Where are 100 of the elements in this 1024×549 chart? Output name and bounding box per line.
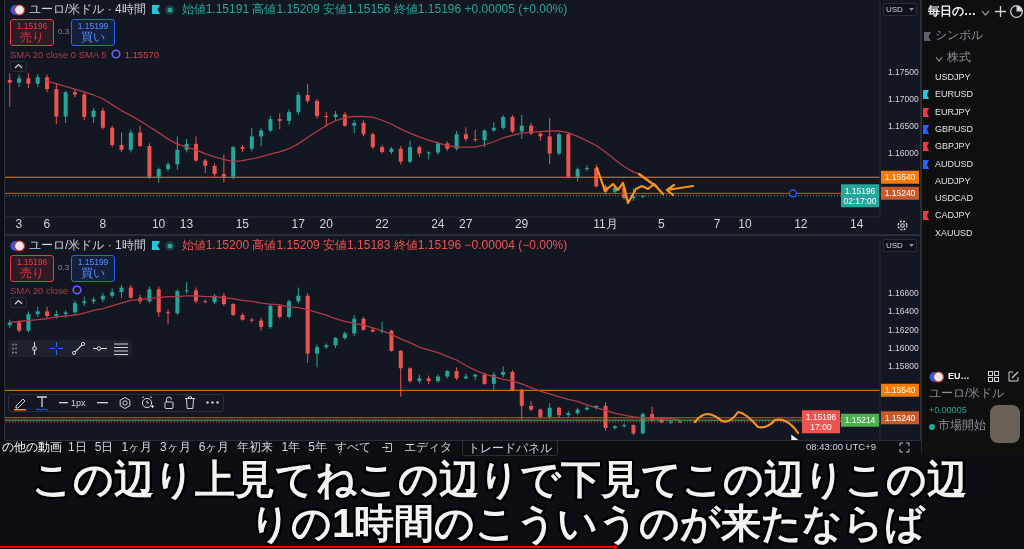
text: トレードパネル bbox=[462, 440, 558, 456]
text: 市場開始 bbox=[938, 418, 986, 433]
chart-subtitle: 始値1.15200 高値1.15209 安値1.15183 終値1.15196 −0.00004 (−0.00%) bbox=[181, 237, 568, 254]
candlestick bbox=[398, 145, 403, 165]
candlestick bbox=[389, 329, 394, 353]
category-label: 1ヶ月 bbox=[121, 440, 153, 455]
candlestick bbox=[259, 127, 264, 147]
category-label: EURUSD bbox=[935, 89, 974, 100]
ref-line-label: 1.15540 bbox=[884, 172, 916, 183]
text: +0.00005 bbox=[929, 405, 967, 416]
text: ユーロ/米ドル bbox=[929, 386, 1005, 401]
candlestick bbox=[166, 309, 171, 325]
candlestick bbox=[454, 130, 459, 151]
y-tick-label: 1.16600 bbox=[888, 288, 919, 299]
candlestick bbox=[529, 400, 534, 412]
candlestick bbox=[584, 164, 589, 172]
chart-title: ユーロ/米ドル · 4時間 bbox=[29, 1, 146, 18]
x-tick-label: 10 bbox=[151, 216, 166, 231]
sell-button: 1.15196 売り bbox=[10, 19, 54, 46]
candlestick bbox=[398, 349, 403, 398]
x-tick-label: 17 bbox=[291, 216, 306, 231]
currency-dropdown: USD bbox=[883, 3, 917, 16]
candlestick bbox=[519, 387, 524, 421]
buy-button: 1.15199 買い bbox=[71, 255, 115, 282]
category-label: AUDUSD bbox=[935, 158, 974, 169]
chart-title: ユーロ/米ドル · 1時間 bbox=[29, 237, 146, 254]
y-tick-label: 1.16200 bbox=[888, 324, 919, 335]
ref-line-label: 1.15214 bbox=[844, 415, 876, 426]
candlestick bbox=[221, 154, 226, 184]
category-label: GBPUSD bbox=[935, 123, 974, 135]
text: 株式 bbox=[947, 50, 971, 65]
candlestick bbox=[314, 98, 319, 120]
annotation: 買い bbox=[80, 266, 106, 280]
ref-line-label: 1.15196 17:00 bbox=[805, 411, 837, 432]
candlestick bbox=[314, 343, 319, 368]
x-tick-label: 29 bbox=[514, 216, 529, 231]
sell-button: 1.15196 売り bbox=[10, 255, 54, 282]
x-tick-label: 11月 bbox=[593, 216, 618, 231]
candlestick bbox=[193, 135, 198, 163]
category-label: XAUUSD bbox=[935, 227, 973, 239]
candlestick bbox=[82, 91, 87, 121]
annotation: 0.3 bbox=[58, 27, 70, 37]
annotation: 1.15199 bbox=[76, 257, 110, 267]
candlestick bbox=[519, 114, 524, 140]
text: この辺り上見てねこの辺りで下見てこの辺りこの辺 bbox=[32, 457, 967, 501]
annotation: 1.15196 bbox=[15, 21, 49, 31]
category-label: GBPJPY bbox=[935, 141, 971, 152]
annotation: 1px bbox=[71, 397, 86, 408]
candlestick bbox=[119, 132, 124, 153]
candlestick bbox=[259, 317, 264, 332]
text: の他の動画 bbox=[2, 440, 62, 455]
candlestick bbox=[175, 288, 180, 316]
currency-dropdown: USD bbox=[883, 239, 917, 252]
ref-line-label: 1.15540 bbox=[884, 385, 916, 396]
text: 毎日の… bbox=[928, 4, 976, 19]
x-tick-label: 15 bbox=[235, 216, 250, 231]
x-tick-label: 20 bbox=[319, 216, 334, 231]
y-tick-label: 1.17000 bbox=[888, 93, 919, 104]
x-tick-label: 5 bbox=[657, 216, 665, 231]
text: SMA 20 close 0 SMA 5 bbox=[10, 48, 107, 60]
text: 08:43:00 UTC+9 bbox=[806, 441, 876, 453]
category-label: EURJPY bbox=[935, 106, 971, 117]
text: エディタ bbox=[404, 440, 452, 455]
ref-line-label: 1.15196 02:17:00 bbox=[843, 185, 877, 206]
y-axis-title: USD bbox=[886, 241, 903, 250]
candlestick bbox=[249, 127, 254, 152]
category-label: USDCAD bbox=[935, 193, 974, 204]
candlestick bbox=[7, 72, 12, 108]
candlestick bbox=[473, 129, 478, 143]
x-tick-label: 12 bbox=[794, 216, 808, 231]
candlestick bbox=[156, 286, 161, 318]
text: りの1時間のこういうのが来たならば bbox=[250, 501, 926, 545]
annotation: 売り bbox=[19, 266, 45, 280]
candlestick bbox=[296, 91, 301, 116]
category-label: 1年 bbox=[281, 440, 301, 455]
x-tick-label: 3 bbox=[15, 216, 23, 231]
x-tick-label: 13 bbox=[179, 216, 194, 231]
candlestick bbox=[45, 306, 50, 320]
candlestick bbox=[501, 365, 506, 378]
y-tick-label: 1.16000 bbox=[888, 147, 919, 158]
candlestick bbox=[184, 281, 189, 295]
candlestick bbox=[138, 125, 143, 148]
y-tick-label: 1.17500 bbox=[888, 66, 919, 77]
x-tick-label: 8 bbox=[99, 216, 107, 231]
annotation: 1.15570 bbox=[124, 48, 159, 60]
x-tick-label: 7 bbox=[713, 216, 721, 231]
candlestick bbox=[463, 126, 468, 142]
text: シンボル bbox=[935, 28, 983, 43]
text: EU… bbox=[948, 371, 970, 382]
candlestick bbox=[17, 74, 22, 88]
annotation: 0.3 bbox=[58, 263, 70, 273]
annotation: 買い bbox=[80, 30, 106, 44]
candlestick bbox=[557, 132, 561, 156]
candlestick bbox=[510, 114, 515, 134]
candlestick bbox=[268, 303, 273, 330]
category-label: 5年 bbox=[308, 440, 327, 455]
y-tick-label: 1.15800 bbox=[888, 361, 919, 372]
candlestick bbox=[547, 117, 552, 165]
candlestick bbox=[324, 111, 329, 127]
y-axis-title: USD bbox=[886, 5, 903, 14]
